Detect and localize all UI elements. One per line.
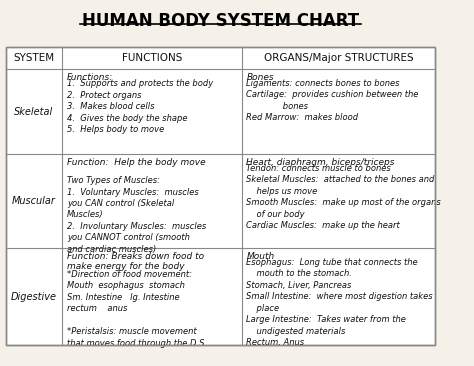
Text: Functions:: Functions: [67,72,113,82]
Text: *Direction of food movement:
Mouth  esophagus  stomach
Sm. Intestine   lg. Intes: *Direction of food movement: Mouth esoph… [67,258,204,348]
Text: HUMAN BODY SYSTEM CHART: HUMAN BODY SYSTEM CHART [82,12,359,30]
Text: 1.  Supports and protects the body
2.  Protect organs
3.  Makes blood cells
4.  : 1. Supports and protects the body 2. Pro… [67,79,213,134]
Text: Function:  Help the body move: Function: Help the body move [67,158,206,167]
Text: Function: Breaks down food to
make energy for the body: Function: Breaks down food to make energ… [67,251,204,271]
Text: Heart, diaphragm, biceps/triceps: Heart, diaphragm, biceps/triceps [246,158,395,167]
Text: Muscular: Muscular [12,196,55,206]
Bar [6,46,436,345]
Text: Esophagus:  Long tube that connects the
    mouth to the stomach.
Stomach, Liver: Esophagus: Long tube that connects the m… [246,258,433,347]
Text: SYSTEM: SYSTEM [13,53,54,63]
Text: Two Types of Muscles:
1.  Voluntary Muscles:  muscles
you CAN control (Skeletal
: Two Types of Muscles: 1. Voluntary Muscl… [67,165,206,254]
Text: Digestive: Digestive [11,292,57,302]
Text: Skeletal: Skeletal [14,107,54,117]
Bar [6,46,436,345]
Text: Tendon: connects muscle to bones
Skeletal Muscles:  attached to the bones and
  : Tendon: connects muscle to bones Skeleta… [246,164,441,230]
Text: Ligaments: connects bones to bones
Cartilage:  provides cushion between the
    : Ligaments: connects bones to bones Carti… [246,79,419,122]
Text: Mouth: Mouth [246,251,275,261]
Text: ORGANS/Major STRUCTURES: ORGANS/Major STRUCTURES [264,53,414,63]
Text: Bones: Bones [246,72,274,82]
Text: FUNCTIONS: FUNCTIONS [122,53,182,63]
